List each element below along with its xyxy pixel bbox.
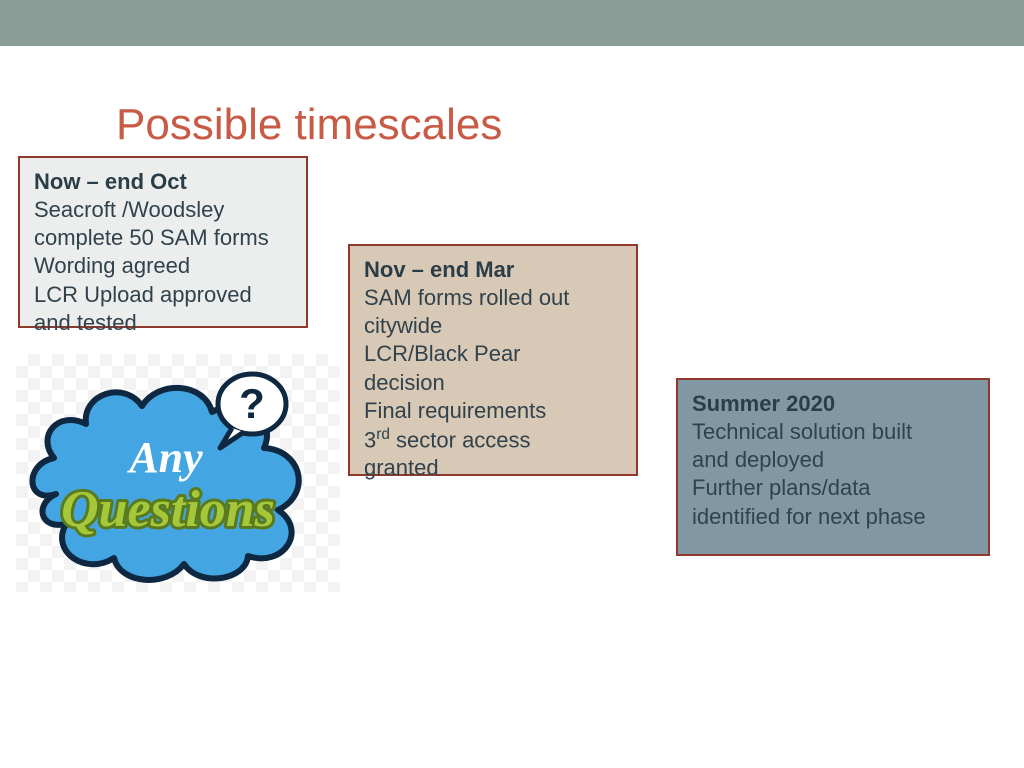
box-heading: Now – end Oct <box>34 168 292 196</box>
any-text: Any <box>126 433 203 482</box>
slide: Possible timescales Now – end OctSeacrof… <box>0 0 1024 768</box>
timescale-box-phase3: Summer 2020Technical solution builtand d… <box>676 378 990 556</box>
timescale-box-phase2: Nov – end MarSAM forms rolled outcitywid… <box>348 244 638 476</box>
box-body: Technical solution builtand deployedFurt… <box>692 418 974 531</box>
box-heading: Summer 2020 <box>692 390 974 418</box>
timescale-box-phase1: Now – end OctSeacroft /Woodsleycomplete … <box>18 156 308 328</box>
questions-text: Questions <box>61 481 275 538</box>
any-questions-graphic: Any Questions Questions ? <box>16 354 340 592</box>
question-mark-icon: ? <box>239 380 265 427</box>
any-questions-svg: Any Questions Questions ? <box>16 354 340 592</box>
box-body: SAM forms rolled outcitywideLCR/Black Pe… <box>364 284 622 482</box>
slide-title: Possible timescales <box>116 100 502 150</box>
box-body: Seacroft /Woodsleycomplete 50 SAM formsW… <box>34 196 292 337</box>
box-heading: Nov – end Mar <box>364 256 622 284</box>
top-bar <box>0 0 1024 46</box>
